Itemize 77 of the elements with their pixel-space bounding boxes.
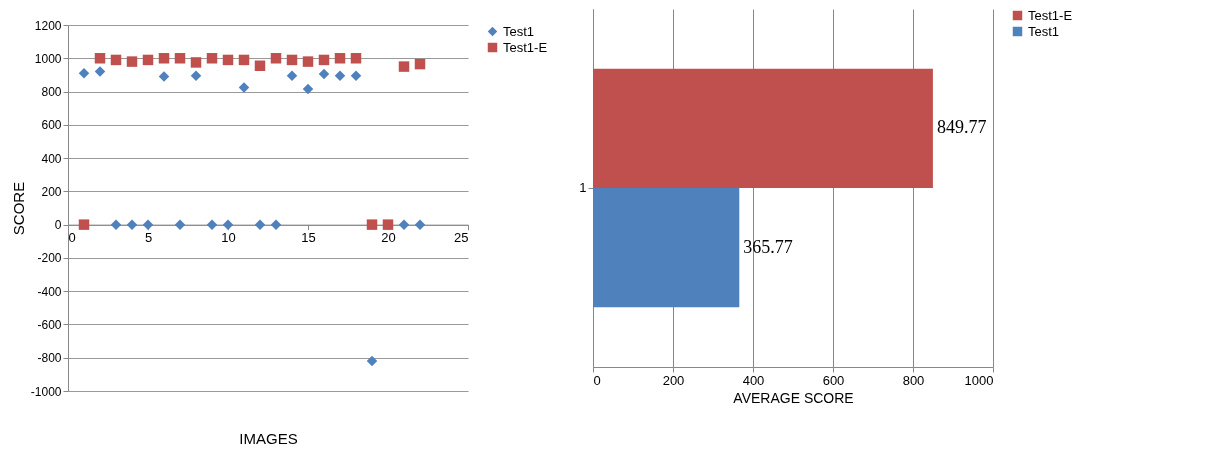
point (126, 219, 138, 230)
point (110, 54, 122, 66)
point (174, 53, 186, 64)
y-tick-label: 1000 (34, 51, 62, 66)
point (350, 53, 362, 64)
y-tick-label: 600 (41, 118, 62, 133)
point (286, 54, 298, 66)
legend-label: Test1 (503, 23, 535, 39)
x-tick-label: 800 (902, 372, 925, 388)
x-tick-label: 10 (221, 230, 236, 246)
point (334, 70, 346, 81)
x-axis-title: IMAGES (239, 429, 298, 447)
point (206, 219, 218, 230)
x-tick-label: 0 (593, 372, 601, 388)
data-label: 365.77 (743, 236, 793, 257)
point (270, 219, 282, 230)
point (158, 71, 170, 82)
point (350, 70, 362, 81)
point (254, 219, 266, 230)
y-tick-label: -400 (37, 284, 62, 299)
point (318, 54, 330, 66)
point (286, 70, 298, 81)
x-tick-label: 20 (381, 230, 396, 246)
point (270, 53, 282, 64)
x-tick-label: 0 (68, 230, 76, 246)
point (142, 219, 154, 230)
point (206, 53, 218, 64)
y-tick-label: -800 (37, 351, 62, 366)
x-tick-label: 400 (742, 372, 765, 388)
point (382, 219, 394, 230)
point (174, 219, 186, 230)
point (318, 68, 330, 80)
point (302, 56, 314, 67)
legend-label: Test1-E (503, 39, 548, 55)
point (238, 82, 250, 93)
point (78, 68, 90, 79)
legend-label: Test1-E (1028, 7, 1073, 23)
point (158, 53, 170, 64)
point (190, 57, 202, 68)
point (366, 355, 378, 367)
point (414, 58, 426, 70)
x-tick-label: 5 (144, 230, 153, 246)
point (254, 60, 266, 71)
y-tick-label: 200 (41, 184, 62, 199)
legend-label: Test1 (1028, 23, 1060, 39)
point (238, 54, 250, 66)
x-axis-title: AVERAGE SCORE (733, 389, 854, 406)
y-tick-label: -200 (37, 251, 62, 266)
point (334, 53, 346, 64)
x-tick-label: 600 (822, 372, 845, 388)
x-tick-label: 1000 (964, 372, 994, 388)
point (414, 219, 426, 230)
point (222, 219, 234, 230)
y-tick-label: 1 (579, 180, 587, 195)
y-tick-label: 0 (54, 218, 62, 233)
data-label: 849.77 (936, 117, 987, 138)
point (190, 70, 202, 81)
point (126, 56, 138, 67)
y-axis-title: SCORE (9, 181, 27, 236)
point (78, 219, 90, 230)
y-tick-label: -600 (37, 317, 62, 332)
y-tick-label: 1200 (34, 18, 62, 33)
x-tick-label: 25 (454, 230, 469, 246)
point (398, 61, 410, 72)
point (398, 219, 410, 230)
y-tick-label: 400 (41, 151, 62, 166)
point (302, 83, 314, 95)
point (110, 219, 122, 230)
y-tick-label: 800 (41, 85, 62, 100)
x-tick-label: 15 (301, 230, 316, 246)
point (222, 54, 234, 66)
x-tick-label: 200 (662, 372, 685, 388)
point (366, 219, 378, 230)
point (94, 53, 106, 64)
y-tick-label: -1000 (30, 384, 62, 399)
point (142, 54, 154, 66)
point (94, 66, 106, 77)
